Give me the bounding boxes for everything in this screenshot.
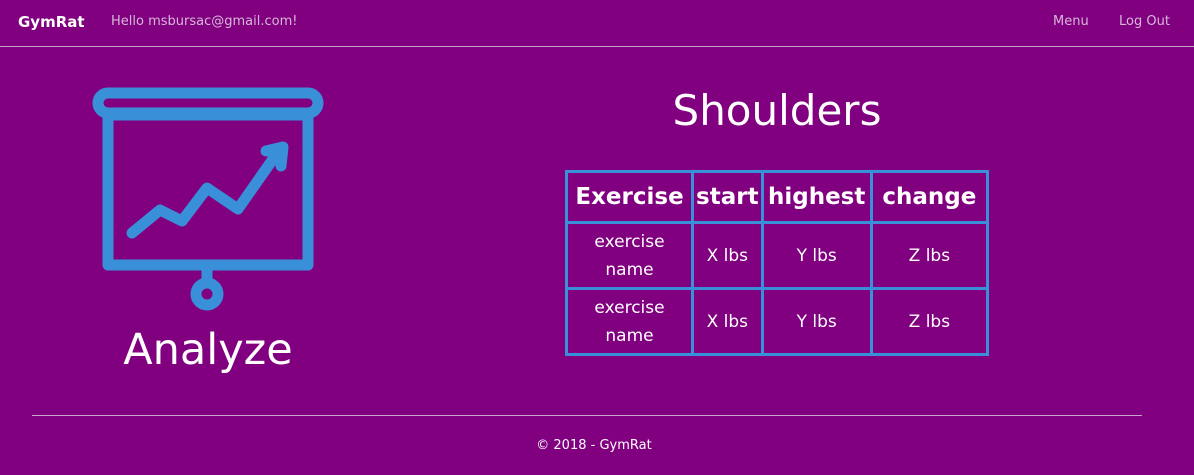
section-title: Shoulders (672, 86, 882, 135)
cell-highest: Y lbs (760, 287, 873, 356)
menu-link[interactable]: Menu (1053, 14, 1089, 29)
exercise-table: Exercise start highest change exercise n… (564, 170, 990, 356)
greeting-text: Hello msbursac@gmail.com! (111, 14, 298, 29)
presentation-stand-foot (190, 277, 224, 311)
table-row: exercise name X lbs Y lbs Z lbs (564, 221, 990, 290)
exercise-name-text: exercise name (594, 297, 665, 346)
logout-link[interactable]: Log Out (1119, 14, 1170, 29)
navbar: GymRat Hello msbursac@gmail.com! Menu Lo… (0, 0, 1194, 47)
analyze-heading: Analyze (123, 325, 293, 375)
cell-change: Z lbs (869, 287, 990, 356)
trend-arrowhead (260, 141, 289, 172)
cell-highest: Y lbs (760, 221, 873, 290)
header-exercise: Exercise (564, 170, 695, 224)
header-highest: highest (760, 170, 873, 224)
presentation-chart-icon (92, 87, 324, 311)
brand-link[interactable]: GymRat (18, 13, 85, 31)
cell-exercise: exercise name (564, 221, 695, 290)
exercise-name-text: exercise name (594, 231, 665, 280)
header-change: change (869, 170, 990, 224)
cell-change: Z lbs (869, 221, 990, 290)
header-start: start (691, 170, 764, 224)
trend-line (126, 143, 286, 239)
cell-start: X lbs (691, 287, 764, 356)
table-header-row: Exercise start highest change (564, 170, 990, 224)
table-row: exercise name X lbs Y lbs Z lbs (564, 287, 990, 356)
cell-start: X lbs (691, 221, 764, 290)
footer-divider (32, 415, 1142, 416)
footer-copyright: © 2018 - GymRat (536, 438, 652, 453)
cell-exercise: exercise name (564, 287, 695, 356)
